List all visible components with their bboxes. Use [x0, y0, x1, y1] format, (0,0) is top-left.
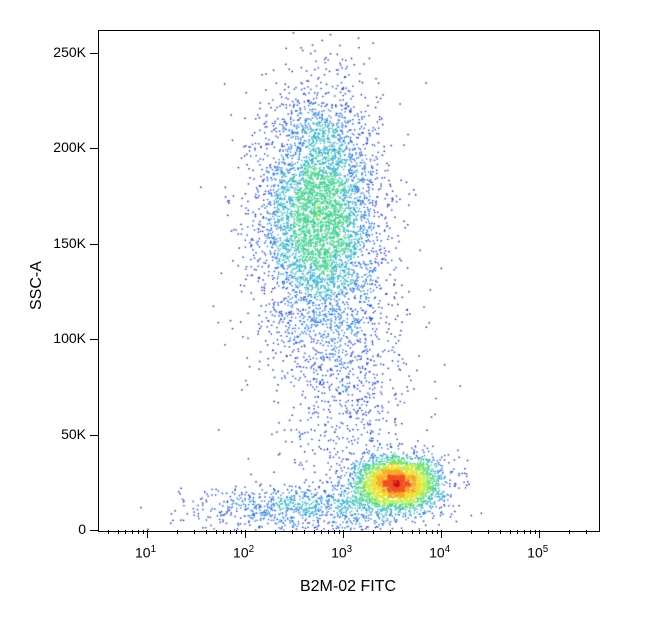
chart-container: 101 102 103 104 105 0 50K 100K 150K 200K 250K B2M-… [0, 0, 650, 629]
x-tick-label: 102 [233, 544, 254, 561]
y-tick-label: 50K [61, 426, 86, 442]
y-tick-label: 0 [78, 521, 86, 537]
x-tick-label: 104 [429, 544, 450, 561]
y-tick-label: 250K [53, 44, 86, 60]
x-tick-label: 101 [135, 544, 156, 561]
y-tick-label: 100K [53, 330, 86, 346]
y-tick-label: 150K [53, 235, 86, 251]
x-axis-label: B2M-02 FITC [288, 578, 408, 596]
y-axis-label: SSC-A [28, 261, 46, 310]
x-tick-label: 103 [331, 544, 352, 561]
y-tick-label: 200K [53, 139, 86, 155]
scatter-canvas [98, 30, 600, 532]
x-tick-label: 105 [527, 544, 548, 561]
